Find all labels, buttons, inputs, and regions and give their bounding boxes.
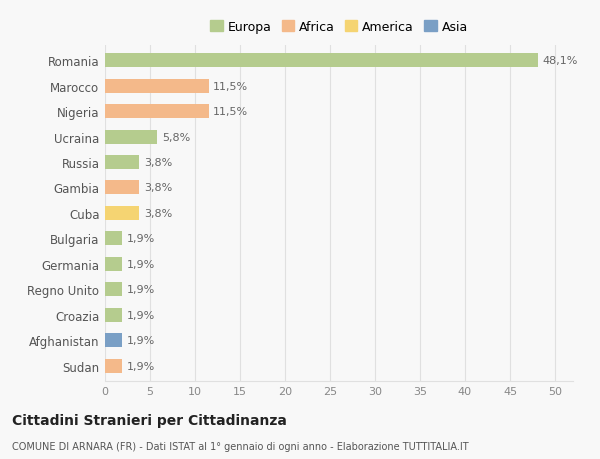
Bar: [105, 130, 157, 144]
Text: COMUNE DI ARNARA (FR) - Dati ISTAT al 1° gennaio di ogni anno - Elaborazione TUT: COMUNE DI ARNARA (FR) - Dati ISTAT al 1°…: [12, 441, 469, 451]
Bar: [105, 359, 122, 373]
Bar: [105, 283, 122, 297]
Text: 3,8%: 3,8%: [144, 183, 172, 193]
Bar: [105, 181, 139, 195]
Bar: [105, 207, 139, 220]
Text: 3,8%: 3,8%: [144, 208, 172, 218]
Bar: [105, 232, 122, 246]
Text: 3,8%: 3,8%: [144, 158, 172, 168]
Text: 1,9%: 1,9%: [127, 336, 155, 345]
Text: 11,5%: 11,5%: [213, 107, 248, 117]
Legend: Europa, Africa, America, Asia: Europa, Africa, America, Asia: [208, 18, 470, 36]
Text: 1,9%: 1,9%: [127, 361, 155, 371]
Text: 48,1%: 48,1%: [542, 56, 578, 66]
Bar: [105, 257, 122, 271]
Bar: [105, 308, 122, 322]
Text: 1,9%: 1,9%: [127, 259, 155, 269]
Text: 11,5%: 11,5%: [213, 82, 248, 91]
Bar: [105, 54, 538, 68]
Bar: [105, 79, 209, 94]
Text: Cittadini Stranieri per Cittadinanza: Cittadini Stranieri per Cittadinanza: [12, 413, 287, 427]
Bar: [105, 156, 139, 170]
Text: 1,9%: 1,9%: [127, 234, 155, 244]
Text: 1,9%: 1,9%: [127, 285, 155, 295]
Bar: [105, 333, 122, 347]
Text: 1,9%: 1,9%: [127, 310, 155, 320]
Bar: [105, 105, 209, 119]
Text: 5,8%: 5,8%: [162, 132, 190, 142]
